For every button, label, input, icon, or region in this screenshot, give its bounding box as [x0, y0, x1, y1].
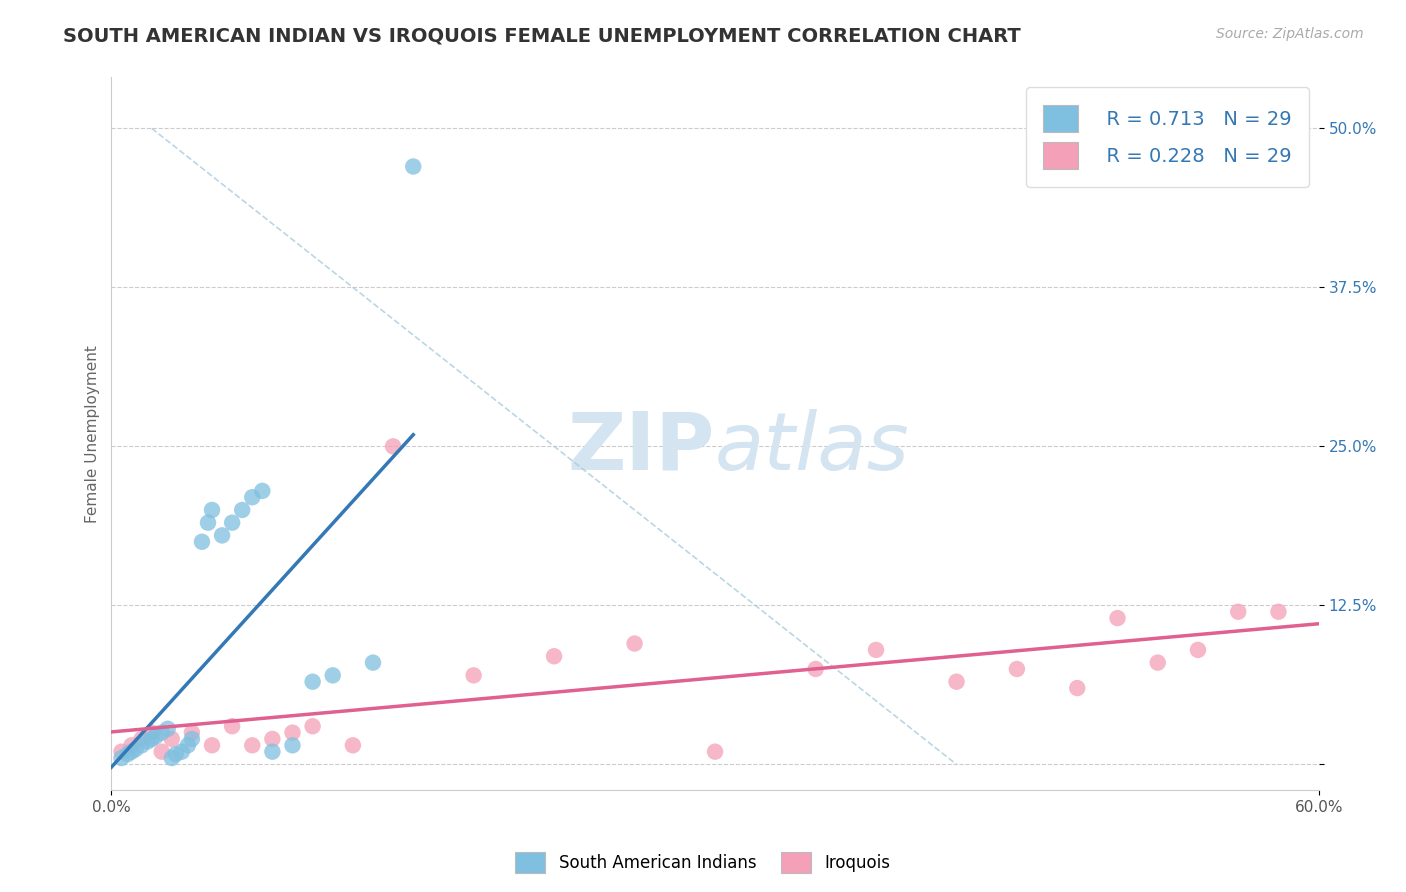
Point: [141, 731, 163, 746]
Point: [322, 668, 344, 682]
Point: [177, 739, 200, 753]
Text: ZIP: ZIP: [568, 409, 716, 487]
Point: [945, 674, 967, 689]
Point: [361, 656, 384, 670]
Point: [160, 731, 183, 746]
Point: [201, 739, 224, 753]
Point: [382, 439, 405, 453]
Point: [131, 739, 153, 753]
Y-axis label: Female Unemployment: Female Unemployment: [86, 344, 100, 523]
Point: [160, 751, 183, 765]
Point: [110, 745, 132, 759]
Point: [1066, 681, 1088, 695]
Text: SOUTH AMERICAN INDIAN VS IROQUOIS FEMALE UNEMPLOYMENT CORRELATION CHART: SOUTH AMERICAN INDIAN VS IROQUOIS FEMALE…: [63, 27, 1021, 45]
Point: [180, 725, 202, 739]
Point: [136, 734, 159, 748]
Legend: South American Indians, Iroquois: South American Indians, Iroquois: [509, 846, 897, 880]
Point: [543, 649, 565, 664]
Point: [124, 742, 146, 756]
Point: [180, 731, 202, 746]
Point: [804, 662, 827, 676]
Point: [156, 722, 179, 736]
Point: [704, 745, 727, 759]
Point: [1005, 662, 1028, 676]
Text: atlas: atlas: [716, 409, 910, 487]
Point: [240, 490, 263, 504]
Point: [121, 745, 143, 759]
Point: [1146, 656, 1168, 670]
Point: [240, 739, 263, 753]
Point: [402, 160, 425, 174]
Point: [150, 725, 173, 739]
Point: [281, 739, 304, 753]
Point: [211, 528, 233, 542]
Point: [131, 731, 153, 746]
Point: [191, 534, 214, 549]
Point: [281, 725, 304, 739]
Point: [252, 483, 274, 498]
Point: [301, 674, 323, 689]
Point: [1107, 611, 1129, 625]
Point: [141, 725, 163, 739]
Point: [463, 668, 485, 682]
Point: [201, 503, 224, 517]
Point: [145, 730, 167, 744]
Point: [165, 747, 187, 762]
Point: [342, 739, 364, 753]
Point: [197, 516, 219, 530]
Point: [1227, 605, 1250, 619]
Point: [865, 643, 887, 657]
Point: [221, 516, 243, 530]
Point: [1187, 643, 1209, 657]
Point: [170, 745, 193, 759]
Point: [221, 719, 243, 733]
Point: [110, 751, 132, 765]
Point: [301, 719, 323, 733]
Point: [262, 731, 284, 746]
Legend:   R = 0.713   N = 29,   R = 0.228   N = 29: R = 0.713 N = 29, R = 0.228 N = 29: [1026, 87, 1309, 187]
Point: [262, 745, 284, 759]
Point: [1267, 605, 1289, 619]
Point: [121, 739, 143, 753]
Point: [623, 636, 645, 650]
Text: Source: ZipAtlas.com: Source: ZipAtlas.com: [1216, 27, 1364, 41]
Point: [150, 745, 173, 759]
Point: [231, 503, 253, 517]
Point: [117, 747, 139, 762]
